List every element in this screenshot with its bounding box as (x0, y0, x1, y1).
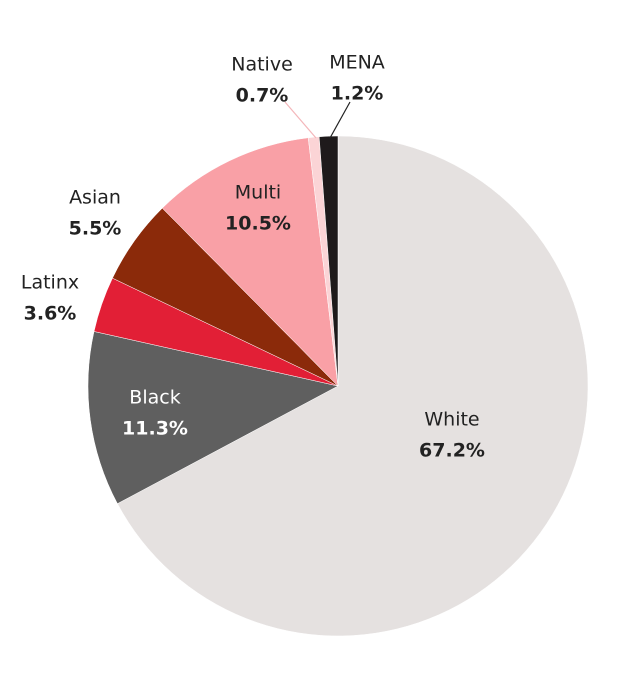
slice-label: Latinx (21, 272, 79, 294)
leader-line (329, 101, 351, 139)
slice-label: Native (231, 54, 293, 76)
slice-label: MENA (329, 52, 385, 74)
pie-slice (318, 135, 339, 387)
slice-label: Multi (235, 182, 281, 204)
slice-value: 1.2% (331, 83, 384, 105)
slice-value: 3.6% (24, 303, 77, 325)
slice-value: 0.7% (236, 85, 289, 107)
pie-slice (117, 135, 589, 637)
slice-value: 5.5% (69, 218, 122, 240)
slice-value: 11.3% (122, 418, 188, 440)
slice-value: 10.5% (225, 213, 291, 235)
slice-value: 67.2% (419, 440, 485, 462)
slice-label: Black (129, 387, 180, 409)
slice-label: Asian (69, 187, 121, 209)
slice-label: White (424, 409, 479, 431)
leader-line (284, 101, 317, 139)
pie-slice (87, 331, 339, 505)
pie-slice (161, 137, 339, 387)
